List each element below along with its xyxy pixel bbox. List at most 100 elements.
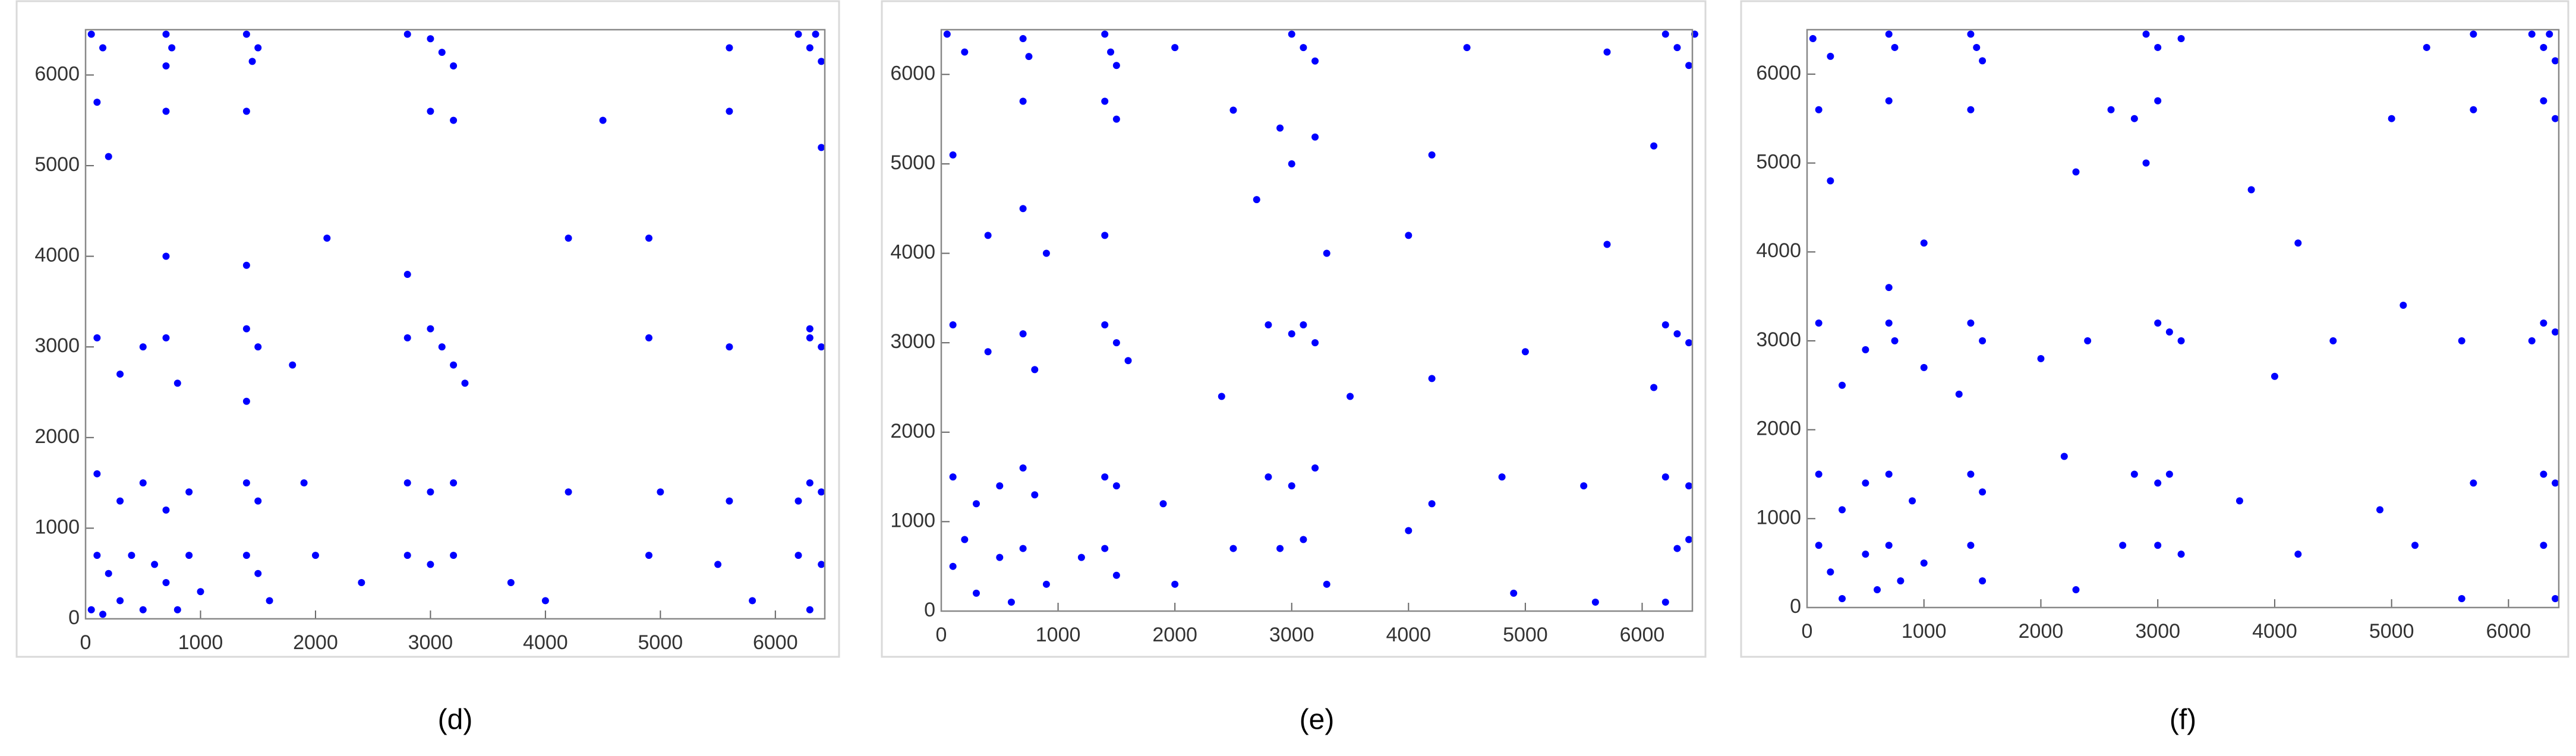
- point: [450, 552, 458, 559]
- x-tick-label: 0: [80, 631, 92, 654]
- point: [450, 361, 458, 369]
- plot-area: [1807, 30, 2559, 608]
- y-tick-label: 6000: [34, 62, 80, 85]
- point: [1405, 232, 1412, 239]
- point: [289, 361, 297, 369]
- point: [151, 561, 159, 568]
- point: [818, 144, 825, 151]
- point: [1661, 321, 1669, 329]
- y-tick-label: 0: [68, 606, 80, 629]
- point: [1265, 321, 1272, 329]
- point: [1112, 482, 1120, 490]
- point: [1661, 473, 1669, 481]
- point: [645, 552, 652, 559]
- point: [1112, 339, 1120, 347]
- panel: 0 1000 2000 3000 4000 5000 6000 0 1000 2000 3000 40…: [881, 0, 1707, 736]
- point: [1891, 43, 1899, 51]
- point: [726, 44, 733, 52]
- point: [403, 479, 411, 487]
- point: [1809, 34, 1817, 42]
- point: [726, 107, 733, 115]
- point: [1862, 551, 1869, 558]
- point: [565, 235, 572, 242]
- point: [174, 606, 181, 613]
- point: [2037, 355, 2045, 362]
- point: [2294, 551, 2302, 558]
- x-tick-label: 1000: [178, 631, 223, 654]
- point: [1685, 62, 1693, 69]
- point: [1101, 97, 1109, 105]
- point: [1979, 337, 1987, 344]
- point: [162, 107, 170, 115]
- point: [174, 379, 181, 387]
- point: [2130, 470, 2138, 478]
- point: [2154, 43, 2162, 51]
- x-tick-label: 0: [936, 624, 947, 646]
- point: [818, 343, 825, 351]
- point: [794, 497, 802, 505]
- point: [242, 397, 250, 405]
- point: [1979, 488, 1987, 496]
- point: [254, 343, 262, 351]
- point: [139, 343, 147, 351]
- point: [1885, 284, 1893, 292]
- point: [2528, 30, 2536, 38]
- point: [185, 488, 193, 496]
- point: [1862, 346, 1869, 353]
- x-tick-label: 6000: [753, 631, 798, 654]
- point: [943, 30, 951, 38]
- point: [2546, 30, 2553, 38]
- point: [2458, 595, 2465, 603]
- point: [162, 334, 170, 341]
- point: [242, 552, 250, 559]
- point: [1229, 545, 1237, 552]
- point: [1311, 464, 1319, 472]
- point: [2540, 97, 2547, 105]
- x-tick-label: 1000: [1902, 620, 1947, 643]
- point: [1827, 52, 1834, 60]
- point: [403, 271, 411, 279]
- point: [1101, 545, 1109, 552]
- point: [806, 606, 814, 613]
- point: [168, 44, 176, 52]
- point: [1218, 393, 1225, 400]
- y-tick-label: 4000: [34, 244, 80, 267]
- point: [818, 561, 825, 568]
- point: [242, 479, 250, 487]
- point: [1323, 580, 1330, 588]
- point: [403, 552, 411, 559]
- point: [1019, 97, 1027, 105]
- point: [1300, 536, 1307, 543]
- y-tick-label: 1000: [1756, 506, 1801, 529]
- point: [2470, 30, 2477, 38]
- point: [1885, 319, 1893, 327]
- point: [1311, 57, 1319, 65]
- point: [1031, 366, 1039, 374]
- point: [162, 252, 170, 260]
- point: [1650, 142, 1658, 150]
- point: [1288, 482, 1295, 490]
- point: [949, 562, 957, 570]
- point: [1815, 106, 1823, 113]
- x-tick-label: 2000: [2019, 620, 2064, 643]
- point: [949, 321, 957, 329]
- point: [806, 44, 814, 52]
- x-tick-label: 2000: [1152, 624, 1197, 646]
- x-tick-label: 4000: [2252, 620, 2297, 643]
- point: [1874, 586, 1881, 594]
- x-tick-label: 5000: [638, 631, 683, 654]
- point: [162, 578, 170, 586]
- point: [93, 552, 101, 559]
- point: [996, 553, 1004, 561]
- point: [1603, 241, 1611, 248]
- point: [1979, 577, 1987, 585]
- point: [1920, 559, 1928, 567]
- point: [1171, 580, 1179, 588]
- point: [1967, 542, 1975, 549]
- point: [254, 570, 262, 577]
- point: [1661, 598, 1669, 606]
- point: [2376, 506, 2383, 514]
- point: [2154, 542, 2162, 549]
- x-tick-label: 4000: [1386, 624, 1431, 646]
- point: [1463, 44, 1471, 52]
